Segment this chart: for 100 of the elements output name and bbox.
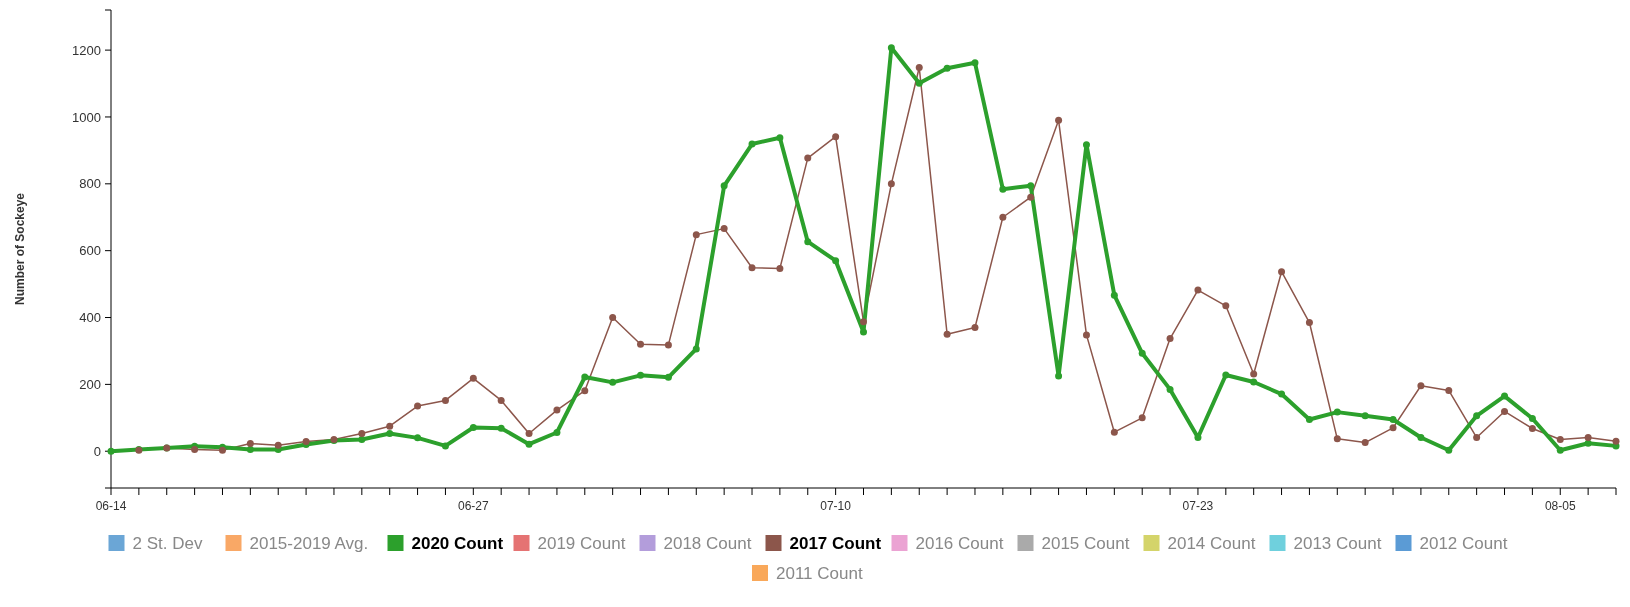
point [971, 324, 979, 332]
point [1250, 370, 1258, 378]
point [1473, 434, 1481, 442]
point [191, 446, 199, 454]
point [637, 371, 645, 379]
point [553, 429, 561, 437]
point [386, 422, 394, 430]
point [1055, 116, 1063, 124]
point [1194, 434, 1202, 442]
legend-label: 2018 Count [663, 533, 752, 553]
point [1082, 331, 1090, 339]
point [246, 446, 254, 454]
point [1305, 415, 1313, 423]
point [1166, 385, 1174, 393]
point [1361, 412, 1369, 420]
point [525, 440, 533, 448]
point [1389, 424, 1397, 432]
point [414, 434, 422, 442]
point [1528, 425, 1536, 432]
y-tick-label: 800 [79, 176, 101, 192]
point [1110, 291, 1118, 299]
point [609, 314, 617, 322]
point [1584, 439, 1592, 447]
x-tick-label: 06-14 [95, 499, 127, 513]
point [1110, 428, 1118, 436]
point [1166, 335, 1174, 343]
point [748, 140, 756, 148]
y-tick-label: 600 [79, 243, 101, 259]
point [1445, 446, 1453, 454]
point [1361, 439, 1369, 447]
point [776, 264, 784, 272]
point [1194, 286, 1202, 294]
point [832, 257, 840, 265]
point [358, 430, 366, 438]
point [441, 442, 449, 450]
point [943, 330, 951, 338]
point [1138, 349, 1146, 357]
y-tick-label: 1000 [72, 109, 101, 125]
point [581, 387, 589, 395]
point [1333, 435, 1341, 443]
point [832, 133, 840, 141]
point [1082, 141, 1090, 149]
point [748, 264, 756, 272]
point [1250, 378, 1258, 386]
point [664, 373, 672, 381]
point [1222, 302, 1230, 310]
legend-label: 2019 Count [537, 533, 626, 553]
point [469, 374, 477, 382]
point [887, 180, 895, 188]
point [692, 231, 700, 239]
legend-label: 2 St. Dev [132, 533, 203, 553]
legend-label: 2020 Count [411, 533, 504, 553]
point [581, 373, 589, 381]
point [1528, 414, 1536, 422]
point [497, 396, 505, 404]
point [971, 59, 979, 67]
point [999, 185, 1007, 193]
point [943, 64, 951, 72]
point [358, 436, 366, 444]
point [1278, 268, 1286, 276]
x-tick-label: 07-10 [820, 499, 852, 513]
y-tick-label: 400 [79, 310, 101, 326]
y-axis-title: Number of Sockeye [13, 192, 27, 306]
point [1027, 182, 1035, 190]
point [692, 345, 700, 353]
point [414, 402, 422, 410]
point [609, 378, 617, 386]
point [1556, 446, 1564, 454]
y-tick-label: 0 [93, 443, 101, 459]
point [1027, 193, 1035, 201]
legend-label: 2015-2019 Avg. [249, 533, 369, 553]
y-tick-label: 1200 [72, 42, 101, 58]
point [525, 430, 533, 438]
y-tick-label: 200 [79, 376, 101, 392]
point [1417, 382, 1425, 390]
legend-label: 2014 Count [1167, 533, 1256, 553]
point [1584, 434, 1592, 442]
point [915, 79, 923, 87]
point [497, 424, 505, 432]
point [553, 406, 561, 414]
point [1389, 415, 1397, 423]
x-tick-label: 06-27 [457, 499, 489, 513]
point [1501, 407, 1509, 415]
point [860, 318, 867, 326]
point [720, 182, 728, 190]
legend-label: 2015 Count [1041, 533, 1130, 553]
point [637, 340, 645, 348]
point [1556, 436, 1564, 444]
point [1501, 392, 1509, 400]
point [1612, 437, 1620, 445]
point [804, 154, 812, 162]
point [1305, 319, 1313, 327]
point [804, 238, 812, 246]
point [1055, 372, 1063, 380]
point [915, 63, 923, 71]
point [887, 44, 895, 52]
legend-label: 2012 Count [1419, 533, 1508, 553]
point [386, 430, 394, 438]
legend-label: 2011 Count [776, 563, 863, 583]
point [246, 440, 254, 448]
